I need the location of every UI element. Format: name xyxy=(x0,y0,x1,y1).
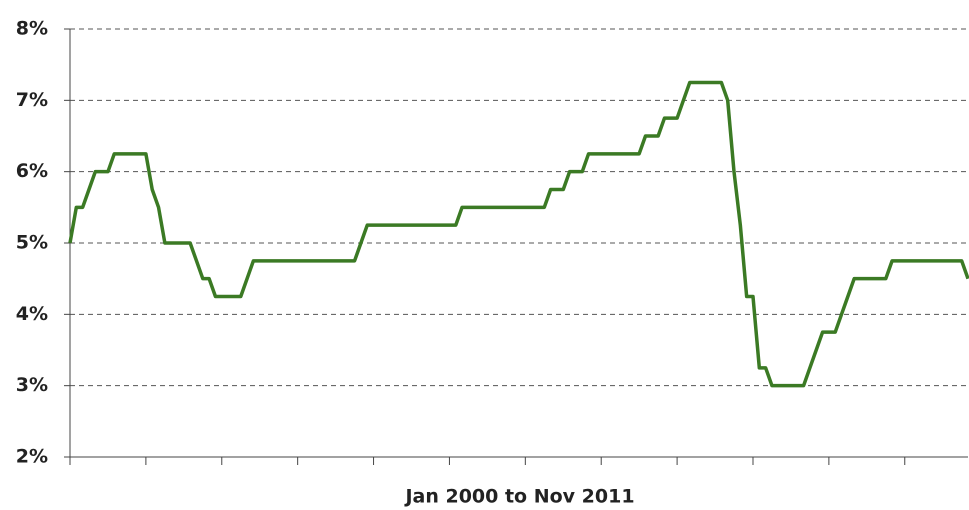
y-tick-label: 6% xyxy=(16,160,48,182)
y-tick-label: 3% xyxy=(16,374,48,396)
y-tick-label: 8% xyxy=(16,18,48,40)
x-axis-title: Jan 2000 to Nov 2011 xyxy=(403,486,634,508)
y-tick-label: 4% xyxy=(16,303,48,325)
line-series xyxy=(68,80,969,388)
y-tick-label: 2% xyxy=(16,446,48,468)
y-tick-label: 5% xyxy=(16,232,48,254)
y-tick-label: 7% xyxy=(16,89,48,111)
